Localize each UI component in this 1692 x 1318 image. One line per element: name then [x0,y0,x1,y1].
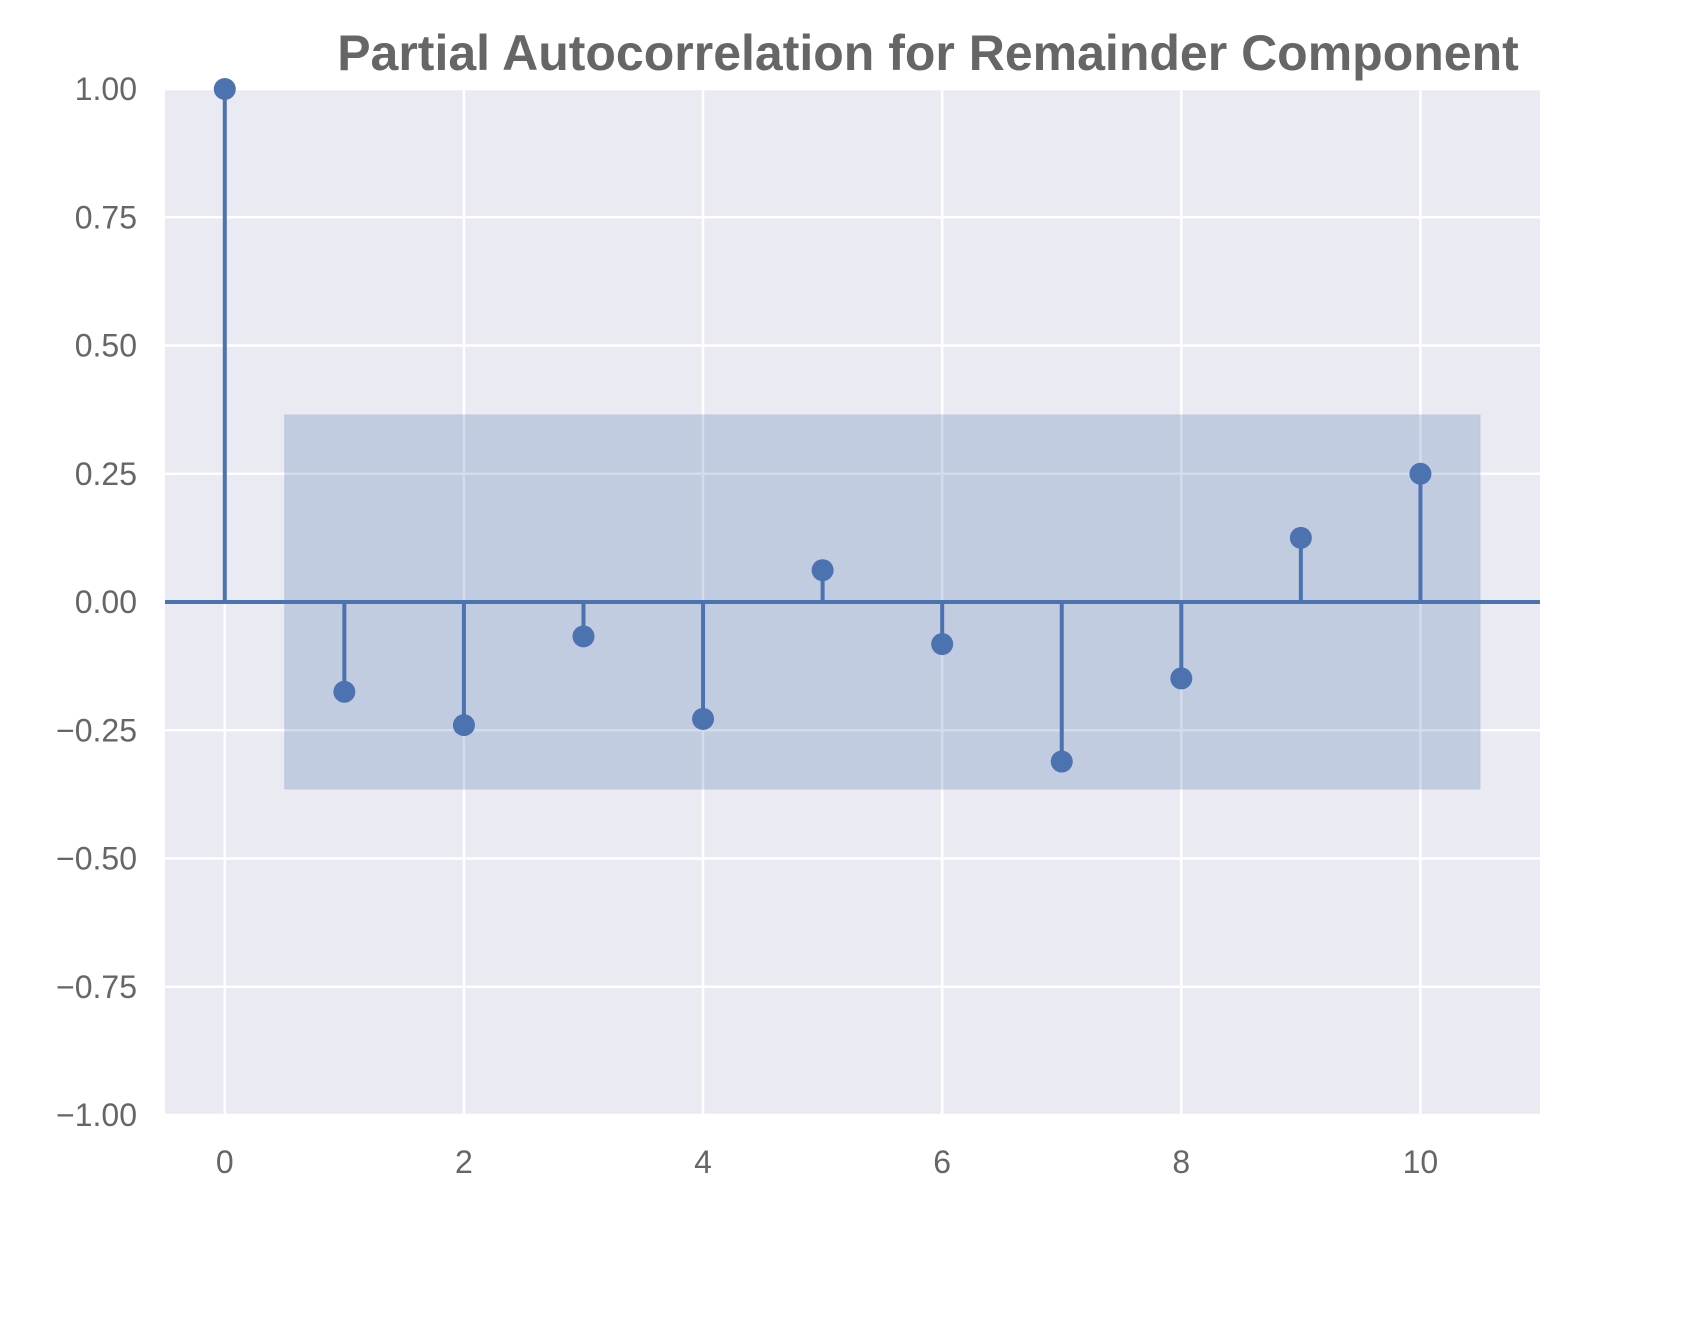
y-tick-label: 1.00 [75,71,137,107]
stem-marker-lag-10 [1409,462,1432,485]
stem-marker-lag-8 [1170,667,1193,690]
x-tick-label: 0 [216,1144,234,1180]
y-tick-label: −1.00 [56,1097,137,1133]
x-axis-ticks: 0 2 4 6 8 10 [216,1144,1438,1180]
stem-marker-lag-6 [931,633,954,656]
stem-marker-lag-7 [1050,750,1073,773]
y-tick-label: 0.00 [75,584,137,620]
stem-marker-lag-3 [572,625,595,648]
y-tick-label: 0.25 [75,456,137,492]
x-tick-label: 8 [1172,1144,1190,1180]
y-tick-label: 0.50 [75,328,137,364]
y-tick-label: −0.50 [56,841,137,877]
x-tick-label: 2 [455,1144,473,1180]
stem-marker-lag-2 [452,714,475,737]
y-tick-label: −0.75 [56,969,137,1005]
x-tick-label: 4 [694,1144,712,1180]
y-tick-label: 0.75 [75,199,137,235]
chart-title: Partial Autocorrelation for Remainder Co… [337,25,1519,81]
stem-marker-lag-4 [692,707,715,730]
stem-marker-lag-0 [213,78,236,100]
x-tick-label: 6 [933,1144,951,1180]
x-tick-label: 10 [1403,1144,1439,1180]
stem-marker-lag-1 [333,680,356,703]
stem-series [213,78,1432,773]
y-tick-label: −0.25 [56,712,137,748]
stem-marker-lag-9 [1289,526,1312,549]
y-axis-ticks: 1.00 0.75 0.50 0.25 0.00 −0.25 −0.50 −0.75 −1.00 [56,71,137,1133]
stem-marker-lag-5 [811,559,834,582]
